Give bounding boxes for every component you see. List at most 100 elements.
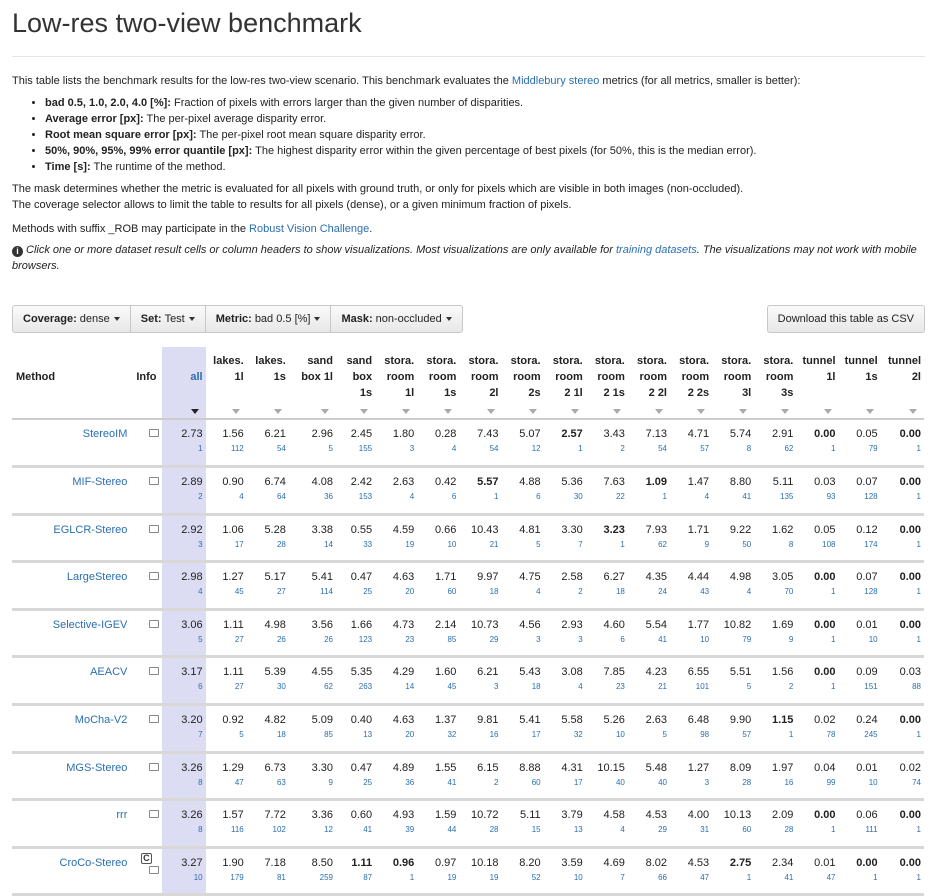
result-cell[interactable]: 2.91 62 — [754, 419, 797, 469]
result-cell[interactable]: 4.63 20 — [375, 561, 418, 611]
result-cell[interactable]: 4.93 39 — [375, 799, 418, 849]
dataset-column-header[interactable]: stora. room 2 2s — [670, 347, 713, 420]
result-cell[interactable]: 1.62 8 — [754, 514, 797, 564]
result-cell[interactable]: 6.48 98 — [670, 704, 713, 754]
result-cell[interactable]: 0.00 1 — [880, 799, 924, 849]
result-cell[interactable]: 4.98 26 — [246, 609, 289, 659]
result-cell[interactable]: 0.00 1 — [796, 419, 839, 469]
robust-vision-link[interactable]: Robust Vision Challenge — [249, 223, 370, 235]
result-cell[interactable]: 2.34 41 — [754, 847, 797, 896]
result-cell[interactable]: 3.38 14 — [288, 514, 336, 564]
result-cell[interactable]: 0.60 41 — [336, 799, 376, 849]
result-cell[interactable]: 3.56 26 — [288, 609, 336, 659]
result-cell[interactable]: 2.09 28 — [754, 799, 797, 849]
result-cell[interactable]: 0.24 245 — [838, 704, 881, 754]
set-dropdown[interactable]: Set: Test — [129, 305, 206, 333]
result-cell[interactable]: 4.89 36 — [375, 752, 418, 802]
dataset-column-header[interactable]: stora. room 2 2l — [627, 347, 670, 420]
info-details-icon[interactable] — [149, 619, 160, 628]
all-score-cell[interactable]: 3.26 8 — [162, 799, 206, 849]
result-cell[interactable]: 5.41 114 — [288, 561, 336, 611]
result-cell[interactable]: 4.69 7 — [585, 847, 628, 896]
result-cell[interactable]: 0.05 108 — [796, 514, 839, 564]
result-cell[interactable]: 5.48 40 — [627, 752, 670, 802]
result-cell[interactable]: 0.00 1 — [796, 656, 839, 707]
result-cell[interactable]: 5.09 85 — [288, 704, 336, 754]
dataset-column-header[interactable]: stora. room 2 1s — [585, 347, 628, 420]
result-cell[interactable]: 1.80 3 — [375, 419, 418, 469]
result-cell[interactable]: 0.07 128 — [838, 561, 881, 611]
result-cell[interactable]: 5.36 30 — [543, 466, 586, 516]
result-cell[interactable]: 2.93 3 — [543, 609, 586, 659]
info-details-icon[interactable] — [149, 667, 160, 676]
result-cell[interactable]: 0.06 111 — [838, 799, 881, 849]
all-score-cell[interactable]: 3.27 10 — [162, 847, 206, 896]
method-link[interactable]: StereoIM — [82, 428, 128, 440]
result-cell[interactable]: 0.00 1 — [880, 609, 924, 659]
result-cell[interactable]: 3.23 1 — [585, 514, 628, 564]
result-cell[interactable]: 6.15 2 — [459, 752, 502, 802]
result-cell[interactable]: 3.30 7 — [543, 514, 586, 564]
result-cell[interactable]: 5.43 18 — [501, 656, 544, 707]
result-cell[interactable]: 0.04 99 — [796, 752, 839, 802]
dataset-column-header[interactable]: lakes. 1s — [246, 347, 289, 420]
dataset-column-header[interactable]: stora. room 1s — [417, 347, 460, 420]
result-cell[interactable]: 1.57 116 — [205, 799, 247, 849]
download-csv-button[interactable]: Download this table as CSV — [766, 305, 925, 333]
middlebury-link[interactable]: Middlebury stereo — [511, 75, 600, 87]
result-cell[interactable]: 9.81 16 — [459, 704, 502, 754]
result-cell[interactable]: 4.98 4 — [712, 561, 755, 611]
result-cell[interactable]: 10.13 60 — [712, 799, 755, 849]
info-details-icon[interactable] — [149, 572, 160, 581]
result-cell[interactable]: 7.43 54 — [459, 419, 502, 469]
result-cell[interactable]: 7.18 81 — [246, 847, 289, 896]
result-cell[interactable]: 2.96 5 — [288, 419, 336, 469]
result-cell[interactable]: 5.41 17 — [501, 704, 544, 754]
result-cell[interactable]: 4.56 3 — [501, 609, 544, 659]
dataset-column-header[interactable]: stora. room 2l — [459, 347, 502, 420]
result-cell[interactable]: 5.58 32 — [543, 704, 586, 754]
info-details-icon[interactable] — [149, 715, 160, 724]
result-cell[interactable]: 3.43 2 — [585, 419, 628, 469]
result-cell[interactable]: 2.14 85 — [417, 609, 460, 659]
metric-dropdown[interactable]: Metric: bad 0.5 [%] — [204, 305, 332, 333]
result-cell[interactable]: 0.92 5 — [205, 704, 247, 754]
result-cell[interactable]: 0.40 13 — [336, 704, 376, 754]
result-cell[interactable]: 2.45 155 — [336, 419, 376, 469]
method-link[interactable]: Selective-IGEV — [52, 618, 128, 631]
result-cell[interactable]: 0.00 1 — [880, 466, 924, 516]
all-score-cell[interactable]: 3.17 6 — [162, 656, 206, 707]
result-cell[interactable]: 0.03 93 — [796, 466, 839, 516]
result-cell[interactable]: 0.28 4 — [417, 419, 460, 469]
result-cell[interactable]: 1.60 45 — [417, 656, 460, 707]
result-cell[interactable]: 8.09 28 — [712, 752, 755, 802]
all-score-cell[interactable]: 2.89 2 — [162, 466, 206, 516]
mask-dropdown[interactable]: Mask: non-occluded — [330, 305, 463, 333]
result-cell[interactable]: 4.82 18 — [246, 704, 289, 754]
result-cell[interactable]: 0.66 10 — [417, 514, 460, 564]
result-cell[interactable]: 9.90 57 — [712, 704, 755, 754]
result-cell[interactable]: 1.11 87 — [336, 847, 376, 896]
dataset-column-header[interactable]: tunnel 1s — [838, 347, 881, 420]
result-cell[interactable]: 9.22 50 — [712, 514, 755, 564]
result-cell[interactable]: 3.59 10 — [543, 847, 586, 896]
dataset-column-header[interactable]: lakes. 1l — [205, 347, 247, 420]
result-cell[interactable]: 4.55 62 — [288, 656, 336, 707]
result-cell[interactable]: 7.85 23 — [585, 656, 628, 707]
result-cell[interactable]: 4.00 31 — [670, 799, 713, 849]
result-cell[interactable]: 0.03 88 — [880, 656, 924, 707]
result-cell[interactable]: 5.26 10 — [585, 704, 628, 754]
result-cell[interactable]: 3.30 9 — [288, 752, 336, 802]
result-cell[interactable]: 1.69 9 — [754, 609, 797, 659]
result-cell[interactable]: 0.00 1 — [838, 847, 881, 896]
result-cell[interactable]: 4.53 47 — [670, 847, 713, 896]
result-cell[interactable]: 4.29 14 — [375, 656, 418, 707]
result-cell[interactable]: 1.27 3 — [670, 752, 713, 802]
result-cell[interactable]: 3.05 70 — [754, 561, 797, 611]
result-cell[interactable]: 0.00 1 — [796, 799, 839, 849]
result-cell[interactable]: 1.27 45 — [205, 561, 247, 611]
all-score-cell[interactable]: 2.92 3 — [162, 514, 206, 564]
result-cell[interactable]: 8.80 41 — [712, 466, 755, 516]
result-cell[interactable]: 2.75 1 — [712, 847, 755, 896]
method-link[interactable]: MoCha-V2 — [74, 714, 128, 727]
